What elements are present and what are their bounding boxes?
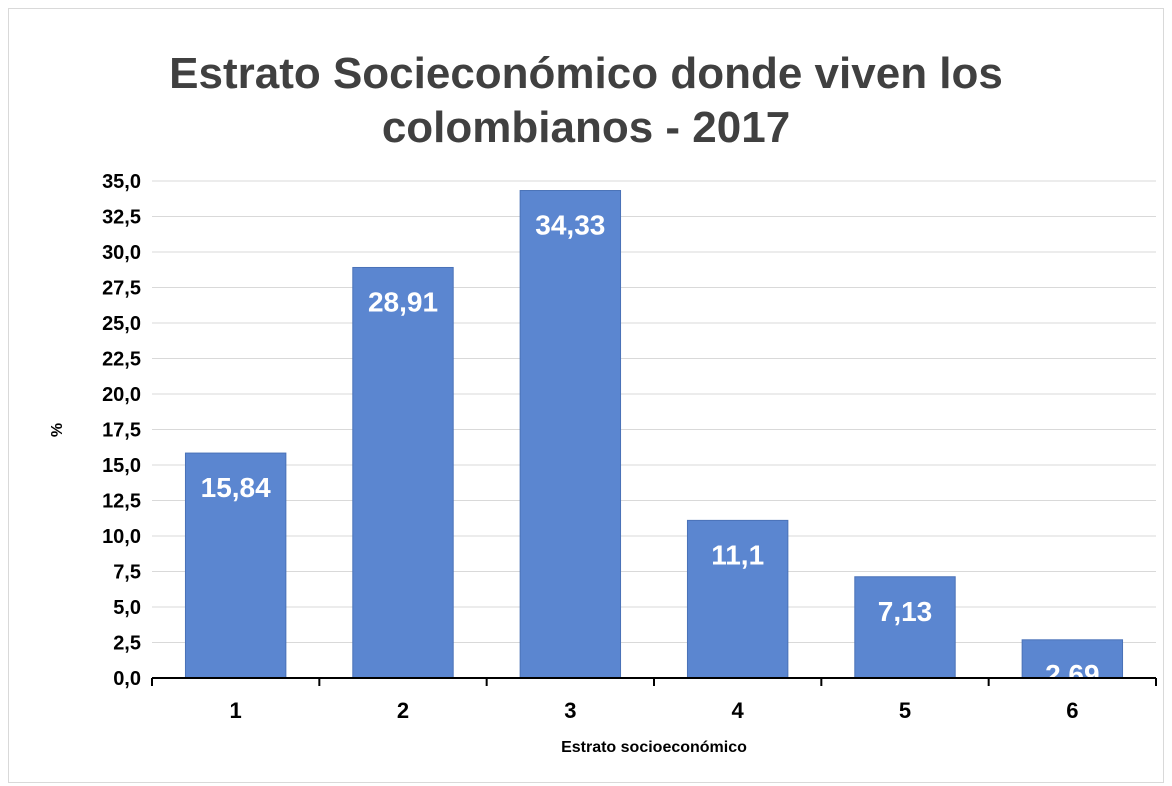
chart-title-line-2: colombianos - 2017 xyxy=(382,103,790,152)
x-tick-label: 5 xyxy=(899,698,911,723)
chart-title: Estrato Socieconómico donde viven los co… xyxy=(169,49,1003,152)
chart-title-line-1: Estrato Socieconómico donde viven los xyxy=(169,49,1003,98)
bar-5 xyxy=(854,576,956,679)
x-axis-title: Estrato socioeconómico xyxy=(561,739,747,756)
y-tick-label: 5,0 xyxy=(113,597,141,619)
data-labels: 15,84 28,91 34,33 11,1 7,13 2,69 xyxy=(201,210,1100,690)
y-tick-label: 25,0 xyxy=(102,313,141,335)
x-tick-label: 2 xyxy=(397,698,409,723)
data-label-6: 2,69 xyxy=(1045,659,1100,690)
data-label-4: 11,1 xyxy=(711,539,764,570)
y-axis-ticks: 0,0 2,5 5,0 7,5 10,0 12,5 15,0 17,5 20,0 22,5 25,0… xyxy=(102,171,141,690)
y-tick-label: 27,5 xyxy=(102,278,141,300)
y-tick-label: 20,0 xyxy=(102,384,141,406)
y-tick-label: 30,0 xyxy=(102,242,141,264)
data-label-3: 34,33 xyxy=(535,210,605,241)
x-tick-label: 1 xyxy=(230,698,242,723)
y-tick-label: 10,0 xyxy=(102,526,141,548)
x-tick-label: 3 xyxy=(564,698,576,723)
y-tick-label: 22,5 xyxy=(102,349,141,371)
y-tick-label: 2,5 xyxy=(113,633,141,655)
bar-4 xyxy=(686,519,789,679)
x-axis: 1 2 3 4 5 6 xyxy=(151,677,1157,723)
bar-1 xyxy=(184,452,287,679)
y-tick-label: 17,5 xyxy=(102,420,141,442)
y-tick-label: 32,5 xyxy=(102,207,141,229)
x-tick-label: 6 xyxy=(1066,698,1078,723)
y-tick-label: 35,0 xyxy=(102,171,141,193)
bar-2 xyxy=(352,266,454,679)
y-axis-title: % xyxy=(49,423,66,437)
y-tick-label: 15,0 xyxy=(102,455,141,477)
bar-3 xyxy=(519,190,622,679)
bar-6 xyxy=(1021,639,1124,679)
gridlines xyxy=(152,180,1156,643)
x-tick-label: 4 xyxy=(732,698,745,723)
y-tick-label: 0,0 xyxy=(113,668,141,690)
data-label-5: 7,13 xyxy=(878,596,933,627)
bars xyxy=(184,190,1124,679)
y-tick-label: 7,5 xyxy=(113,562,141,584)
data-label-2: 28,91 xyxy=(368,286,438,317)
y-tick-label: 12,5 xyxy=(102,491,141,513)
data-label-1: 15,84 xyxy=(201,472,271,503)
